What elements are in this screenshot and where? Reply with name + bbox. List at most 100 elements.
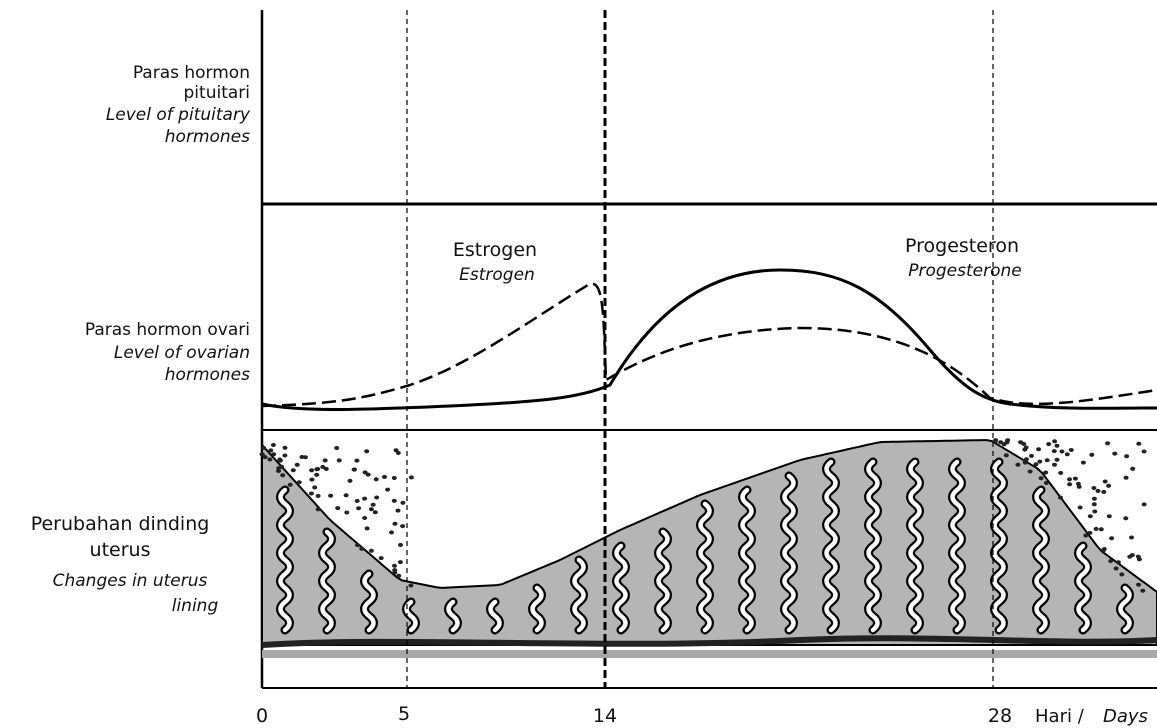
shed-tissue	[1054, 457, 1060, 462]
shed-tissue	[1046, 442, 1052, 447]
shed-tissue	[393, 448, 399, 453]
shed-tissue	[392, 521, 398, 526]
shed-tissue	[1076, 484, 1082, 489]
shed-tissue	[1123, 516, 1129, 521]
shed-tissue	[1091, 502, 1097, 507]
shed-tissue	[314, 467, 320, 472]
hormone-curves	[261, 268, 1157, 411]
gland	[740, 487, 754, 633]
shed-tissue	[1083, 533, 1089, 538]
shed-tissue	[1043, 480, 1049, 485]
shed-tissue	[354, 498, 360, 503]
shed-tissue	[1135, 554, 1141, 559]
shed-tissue	[267, 457, 273, 462]
shed-tissue	[368, 507, 374, 512]
shed-tissue	[1106, 483, 1112, 488]
gland	[362, 571, 376, 633]
shed-tissue	[374, 495, 380, 500]
shed-tissue	[1124, 454, 1130, 459]
shed-tissue	[299, 455, 305, 459]
shed-tissue	[277, 457, 283, 462]
x-tick-label: 14	[593, 705, 617, 727]
shed-tissue	[309, 477, 315, 482]
shed-tissue	[1058, 470, 1064, 475]
gland	[320, 529, 334, 633]
shed-tissue	[261, 445, 267, 450]
shed-tissue	[362, 470, 368, 475]
shed-tissue	[1024, 457, 1029, 462]
shed-tissue	[992, 439, 998, 444]
shed-tissue	[1052, 462, 1057, 467]
shed-tissue	[347, 478, 353, 483]
shed-tissue	[395, 508, 401, 513]
shed-tissue	[398, 542, 403, 547]
shed-tissue	[359, 546, 365, 551]
shed-tissue	[1036, 447, 1042, 452]
shed-tissue	[1087, 514, 1093, 519]
shed-tissue	[344, 510, 350, 515]
shed-tissue	[1105, 441, 1111, 446]
shed-tissue	[1072, 476, 1078, 481]
shed-tissue	[315, 507, 321, 512]
shed-tissue	[308, 491, 314, 496]
shed-tissue	[1058, 495, 1063, 500]
shed-tissue	[1064, 452, 1070, 457]
shed-tissue	[1127, 554, 1133, 559]
shed-tissue	[400, 500, 406, 505]
shed-tissue	[1051, 449, 1057, 454]
shed-tissue	[1129, 535, 1134, 540]
shed-tissue	[391, 498, 397, 503]
shed-tissue	[372, 510, 378, 515]
shed-tissue	[335, 506, 341, 511]
estrogen-curve	[261, 282, 1157, 408]
shed-tissue	[1091, 496, 1097, 501]
shed-tissue	[1018, 440, 1024, 445]
shed-tissue	[1001, 442, 1007, 447]
shed-tissue	[1098, 527, 1104, 532]
shed-tissue	[1033, 462, 1039, 467]
shed-tissue	[354, 458, 360, 463]
shed-tissue	[1102, 479, 1108, 484]
shed-tissue	[1136, 441, 1142, 446]
row-label-en: Level of pituitary	[106, 105, 251, 125]
shed-tissue	[1087, 530, 1093, 535]
row-label-en: hormones	[165, 127, 250, 147]
gland	[572, 557, 586, 633]
shed-tissue	[1091, 486, 1097, 490]
shed-tissue	[334, 446, 340, 450]
shed-tissue	[1068, 448, 1074, 452]
shed-tissue	[336, 458, 342, 463]
row-label: uterus	[90, 539, 151, 561]
shed-tissue	[373, 477, 379, 482]
shed-tissue	[1130, 466, 1136, 471]
shed-tissue	[270, 443, 276, 447]
shed-tissue	[1027, 469, 1033, 474]
shed-tissue	[1044, 458, 1050, 463]
gland	[992, 459, 1006, 633]
labels: Paras hormon pituitari Level of pituitar…	[31, 63, 1148, 727]
shed-tissue	[352, 467, 357, 472]
shed-tissue	[382, 474, 387, 479]
shed-tissue	[397, 560, 403, 565]
shed-tissue	[314, 472, 320, 477]
shed-tissue	[1029, 453, 1034, 458]
shed-tissue	[262, 455, 268, 460]
shed-tissue	[362, 496, 368, 501]
row-label-en: lining	[172, 596, 219, 616]
shed-tissue	[1077, 505, 1083, 510]
shed-tissue	[1080, 460, 1086, 465]
gland	[908, 459, 922, 633]
row-label: Perubahan dinding	[31, 513, 210, 535]
shed-tissue	[392, 563, 397, 568]
shed-tissue	[280, 473, 286, 478]
shed-tissue	[364, 526, 370, 531]
curve-label-en: Progesterone	[908, 261, 1022, 281]
shed-tissue	[362, 516, 368, 520]
shed-tissue	[271, 452, 277, 457]
shed-tissue	[368, 548, 374, 553]
shed-tissue	[312, 485, 318, 490]
shed-tissue	[400, 524, 406, 529]
shed-tissue	[1052, 439, 1058, 444]
shed-tissue	[355, 543, 360, 548]
